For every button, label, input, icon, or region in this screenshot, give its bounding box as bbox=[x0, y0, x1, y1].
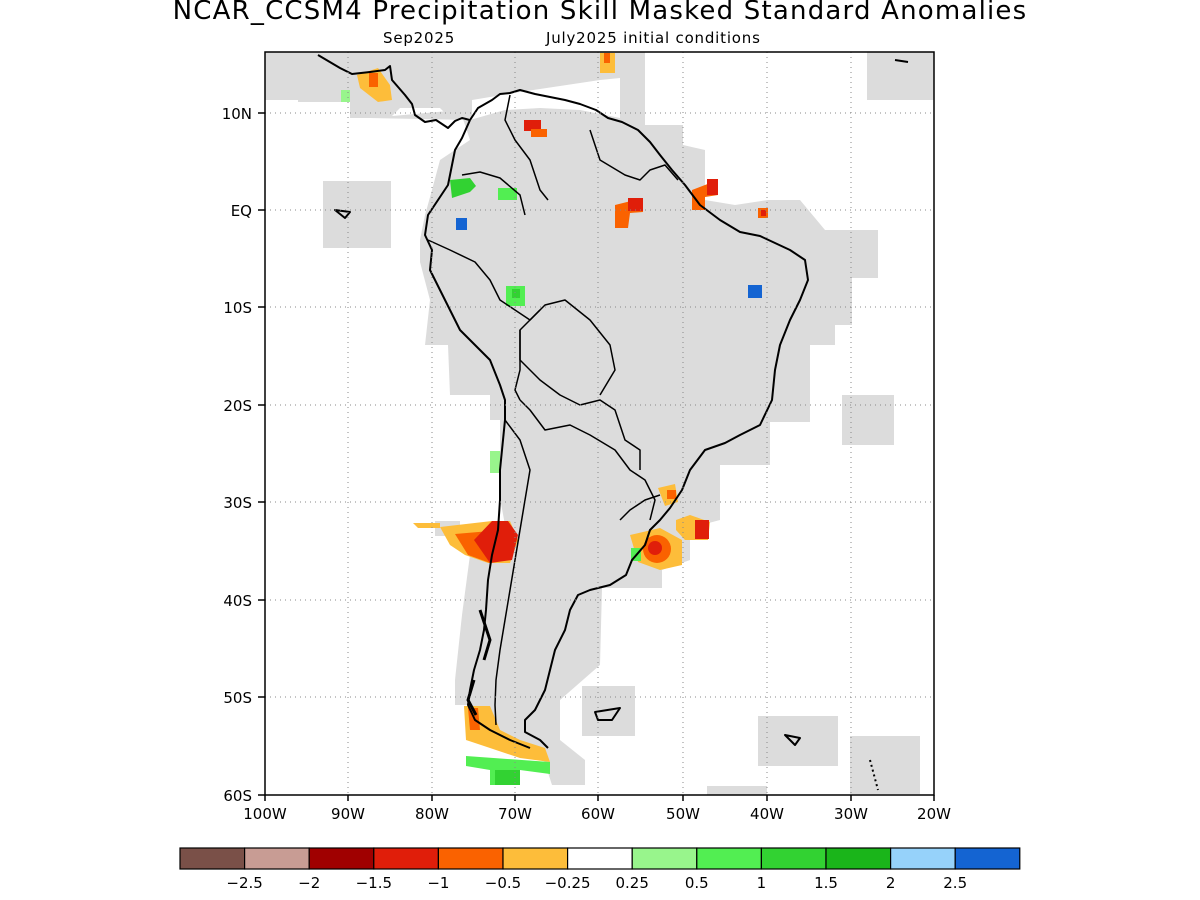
colorbar-swatch bbox=[244, 847, 310, 870]
colorbar-label: 0.25 bbox=[615, 874, 648, 892]
plot-frame bbox=[264, 51, 935, 796]
lat-tick-label: 10S bbox=[223, 299, 252, 317]
colorbar-swatch bbox=[760, 847, 827, 870]
lon-tick-label: 40W bbox=[750, 805, 784, 823]
colorbar-swatch bbox=[502, 847, 569, 870]
colorbar-swatch bbox=[566, 847, 633, 870]
colorbar-label: 0.5 bbox=[685, 874, 709, 892]
latitude-axis: 10N EQ 10S 20S 30S 40S 50S 60S bbox=[222, 105, 265, 805]
colorbar-label: 2.5 bbox=[943, 874, 967, 892]
lat-tick-label: EQ bbox=[231, 202, 252, 220]
lon-tick-label: 70W bbox=[498, 805, 532, 823]
longitude-axis: 100W 90W 80W 70W 60W 50W 40W 30W 20W bbox=[243, 795, 951, 823]
lat-tick-label: 60S bbox=[223, 787, 252, 805]
forecast-month: Sep2025 bbox=[383, 29, 456, 47]
lon-tick-label: 20W bbox=[917, 805, 951, 823]
colorbar-swatch bbox=[308, 847, 375, 870]
lat-tick-label: 10N bbox=[222, 105, 252, 123]
lon-tick-label: 80W bbox=[415, 805, 449, 823]
lon-tick-label: 90W bbox=[331, 805, 365, 823]
colorbar-swatch bbox=[696, 847, 762, 870]
colorbar-swatch bbox=[954, 847, 1021, 870]
skill-mask bbox=[265, 52, 934, 795]
map-title: NCAR_CCSM4 Precipitation Skill Masked St… bbox=[172, 0, 1028, 26]
colorbar-swatch bbox=[825, 847, 892, 870]
lat-tick-label: 40S bbox=[223, 592, 252, 610]
colorbar-swatch bbox=[889, 847, 956, 870]
coastlines bbox=[317, 54, 909, 791]
colorbar-label: 1.5 bbox=[814, 874, 838, 892]
colorbar: −2.5 −2 −1.5 −1 −0.5 −0.25 0.25 0.5 1 1.5 2 2.5 bbox=[179, 847, 1021, 892]
colorbar-label: 2 bbox=[886, 874, 896, 892]
colorbar-swatch bbox=[373, 847, 439, 870]
lat-tick-label: 30S bbox=[223, 494, 252, 512]
colorbar-label: −1.5 bbox=[356, 874, 392, 892]
lon-tick-label: 60W bbox=[581, 805, 615, 823]
initial-conditions: July2025 initial conditions bbox=[546, 29, 761, 47]
colorbar-swatch bbox=[179, 847, 246, 870]
colorbar-label: −2.5 bbox=[226, 874, 262, 892]
lon-tick-label: 100W bbox=[243, 805, 287, 823]
colorbar-swatch bbox=[437, 847, 504, 870]
lat-tick-label: 50S bbox=[223, 689, 252, 707]
lon-tick-label: 50W bbox=[666, 805, 700, 823]
colorbar-label: −0.25 bbox=[545, 874, 591, 892]
colorbar-label: −2 bbox=[298, 874, 320, 892]
lat-tick-label: 20S bbox=[223, 397, 252, 415]
colorbar-label: −1 bbox=[427, 874, 449, 892]
colorbar-label: −0.5 bbox=[485, 874, 521, 892]
lon-tick-label: 30W bbox=[834, 805, 868, 823]
colorbar-label: 1 bbox=[757, 874, 767, 892]
colorbar-swatch bbox=[631, 847, 698, 870]
